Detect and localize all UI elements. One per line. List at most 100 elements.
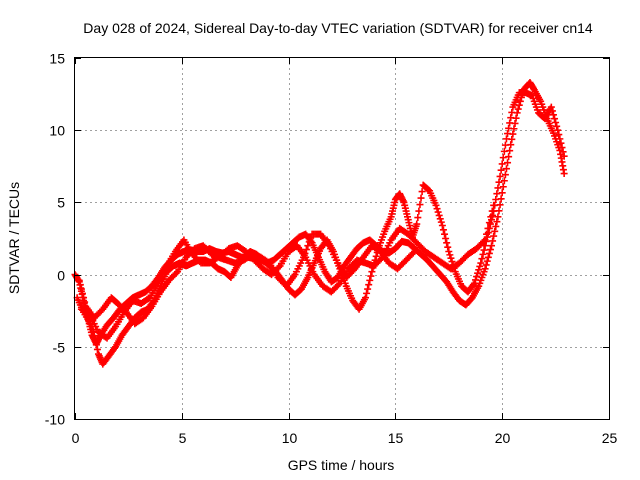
data-point [302, 246, 310, 254]
data-point [553, 122, 561, 130]
data-point [409, 249, 417, 257]
data-point [90, 332, 98, 340]
data-point [368, 268, 376, 276]
data-point [484, 253, 492, 261]
x-axis-title: GPS time / hours [288, 457, 395, 473]
data-point [499, 183, 507, 191]
data-point [493, 190, 501, 198]
data-point [481, 265, 489, 273]
data-point [364, 285, 372, 293]
data-point [435, 211, 443, 219]
data-point [506, 119, 514, 127]
data-point [491, 227, 499, 235]
series-track-d [77, 230, 419, 342]
x-tick-label: 0 [72, 430, 80, 446]
data-point [552, 118, 560, 126]
data-point [483, 257, 491, 265]
data-point [446, 251, 454, 259]
data-point [92, 341, 100, 349]
data-point [481, 236, 489, 244]
data-point [502, 165, 510, 173]
data-point [500, 177, 508, 185]
data-point [470, 279, 478, 287]
data-point [490, 232, 498, 240]
data-point [494, 213, 502, 221]
data-point [493, 218, 501, 226]
y-tick-label: 10 [49, 123, 65, 139]
data-point [483, 230, 491, 238]
data-point [75, 276, 83, 284]
data-point [489, 237, 497, 245]
data-point [172, 269, 180, 277]
data-point [487, 213, 495, 221]
data-point [372, 252, 380, 260]
data-point [438, 222, 446, 230]
data-point [439, 226, 447, 234]
plot-frame [74, 57, 610, 420]
data-point [507, 114, 515, 122]
data-point [485, 249, 493, 257]
data-point [441, 230, 449, 238]
data-point [560, 152, 568, 160]
data-point [415, 207, 423, 215]
data-point [504, 130, 512, 138]
y-tick-label: 5 [57, 195, 65, 211]
data-point [557, 139, 565, 147]
data-point [494, 184, 502, 192]
data-point [495, 178, 503, 186]
data-point [556, 135, 564, 143]
data-point [432, 201, 440, 209]
data-point [472, 276, 479, 284]
data-point [418, 188, 426, 196]
data-point [413, 220, 421, 228]
data-point [474, 269, 482, 277]
grid [75, 58, 609, 419]
data-point [488, 242, 496, 250]
data-point [81, 298, 89, 306]
data-point [476, 262, 484, 270]
data-point [478, 255, 486, 263]
data-point [304, 242, 312, 250]
data-point [555, 131, 563, 139]
data-point [499, 154, 507, 162]
x-tick-label: 20 [495, 430, 511, 446]
data-point [496, 172, 504, 180]
data-point [505, 153, 513, 161]
y-axis-title: SDTVAR / TECUs [6, 182, 22, 294]
data-point [501, 171, 509, 179]
data-point [469, 281, 477, 289]
data-point [497, 166, 505, 174]
data-point [558, 144, 566, 152]
chart-title: Day 028 of 2024, Sidereal Day-to-day VTE… [83, 20, 593, 36]
axis-ticks: 0 5 10 15 20 25 -10 -5 0 5 10 15 [45, 51, 618, 447]
data-point [500, 147, 508, 155]
y-tick-label: -10 [45, 412, 65, 428]
data-point [492, 196, 500, 204]
data-point [437, 218, 445, 226]
data-point [548, 107, 556, 115]
data-point [516, 97, 524, 105]
data-point [551, 115, 559, 123]
data-point [363, 289, 371, 297]
data-point [411, 247, 419, 255]
data-point [414, 214, 422, 222]
data-point [89, 327, 97, 335]
data-point [444, 243, 452, 251]
data-point [547, 103, 555, 111]
data-point [498, 160, 506, 168]
data-point [361, 294, 369, 302]
data-point [482, 261, 490, 269]
data-point [436, 215, 444, 223]
x-tick-label: 15 [388, 430, 404, 446]
data-point [433, 205, 441, 213]
x-tick-label: 10 [282, 430, 298, 446]
data-point [480, 246, 488, 254]
data-point [91, 336, 99, 344]
data-point [447, 254, 455, 262]
data-point [307, 234, 315, 242]
data-point [502, 135, 510, 143]
data-point [334, 281, 342, 289]
data-point [85, 310, 93, 318]
data-point [559, 148, 567, 156]
